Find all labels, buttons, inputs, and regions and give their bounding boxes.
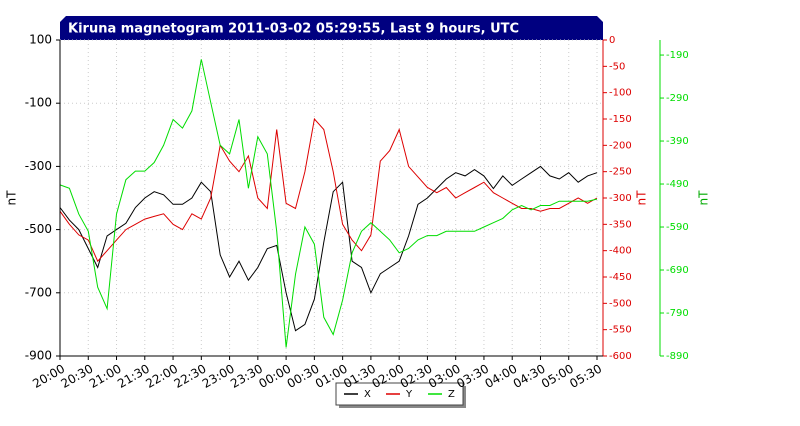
y-axis-label: nT bbox=[5, 190, 19, 206]
y2-axis-label: nT bbox=[635, 190, 649, 206]
y-tick-label: -300 bbox=[25, 159, 52, 173]
y2-tick-label: -300 bbox=[609, 193, 632, 204]
series-line bbox=[59, 165, 598, 332]
y-tick-label: 100 bbox=[29, 33, 52, 47]
y2-tick-label: -400 bbox=[609, 246, 632, 257]
title-banner bbox=[60, 16, 603, 40]
plot-area bbox=[60, 40, 603, 356]
y-tick-label: -100 bbox=[25, 96, 52, 110]
y2-tick-label: -150 bbox=[609, 114, 632, 125]
y2-tick-label: -450 bbox=[609, 272, 632, 283]
y3-tick-label: -290 bbox=[666, 93, 689, 104]
y2-tick-label: -100 bbox=[609, 88, 632, 99]
y2-tick-label: -350 bbox=[609, 219, 632, 230]
legend: X Y Z bbox=[335, 382, 466, 408]
y2-tick-label: -600 bbox=[609, 351, 632, 362]
y2-tick-label: -200 bbox=[609, 140, 632, 151]
y2-tick-label: 0 bbox=[609, 35, 615, 46]
y-tick-label: -500 bbox=[25, 222, 52, 236]
y3-tick-label: -890 bbox=[666, 351, 689, 362]
y-tick-label: -900 bbox=[25, 349, 52, 363]
y2-tick-label: -250 bbox=[609, 167, 632, 178]
chart-title: Kiruna magnetogram 2011-03-02 05:29:55, … bbox=[68, 22, 519, 37]
y2-tick-label: -550 bbox=[609, 325, 632, 336]
legend-label: Z bbox=[448, 389, 455, 400]
series-line bbox=[59, 59, 598, 348]
y3-axis-label: nT bbox=[697, 190, 711, 206]
y3-tick-label: -690 bbox=[666, 265, 689, 276]
legend-label: X bbox=[364, 389, 371, 400]
y2-tick-label: -500 bbox=[609, 298, 632, 309]
legend-label: Y bbox=[405, 389, 413, 400]
y2-tick-label: -50 bbox=[609, 61, 625, 72]
y3-tick-label: -190 bbox=[666, 50, 689, 61]
x-tick-label: 05:30 bbox=[567, 362, 604, 391]
series-line bbox=[59, 117, 598, 263]
y-tick-label: -700 bbox=[25, 285, 52, 299]
y3-tick-label: -590 bbox=[666, 222, 689, 233]
y3-tick-label: -490 bbox=[666, 179, 689, 190]
y3-tick-label: -790 bbox=[666, 308, 689, 319]
y3-tick-label: -390 bbox=[666, 136, 689, 147]
